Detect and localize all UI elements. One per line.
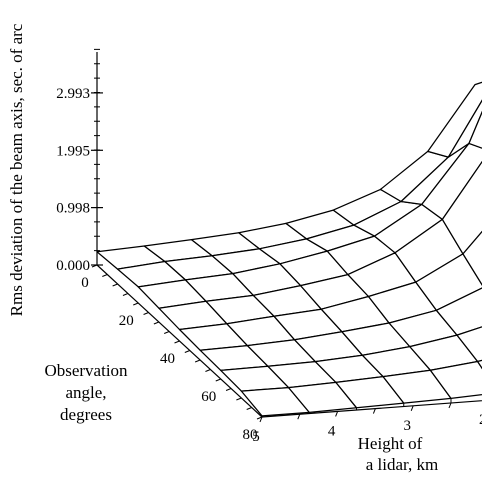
height-axis-tick [410, 405, 414, 411]
surface-cell [456, 326, 482, 363]
surface-cell [476, 359, 482, 370]
height-axis-tick [259, 416, 263, 423]
angle-axis-tick [256, 416, 263, 420]
angle-axis-title-line-1: Observation [44, 361, 128, 380]
angle-axis-tick [112, 283, 118, 287]
angle-axis-tick [184, 350, 190, 353]
height-tick-label: 5 [252, 429, 260, 445]
angle-axis-tick [236, 397, 242, 401]
angle-tick-label: 80 [243, 427, 258, 443]
angle-axis-tick [122, 293, 129, 296]
angle-axis-tick [225, 388, 232, 391]
angle-axis-tick [143, 312, 149, 315]
surface-cell [429, 360, 482, 400]
surface-cell [462, 230, 482, 286]
angle-tick-label: 40 [160, 351, 175, 367]
angle-axis-tick [205, 369, 211, 372]
angle-axis-tick [246, 407, 252, 410]
angle-axis-title-line-3: degrees [60, 405, 112, 424]
angle-axis-tick [164, 331, 170, 334]
z-tick-label: 1.995 [56, 143, 90, 159]
surface-cell [415, 253, 482, 311]
angle-axis-tick [91, 264, 98, 268]
angle-axis-tick [194, 359, 201, 363]
surface-base-edge [261, 236, 482, 418]
surface-cell [447, 99, 482, 158]
angle-tick-label: 20 [119, 313, 134, 329]
height-tick-label: 2 [479, 412, 482, 428]
surface-cell [427, 81, 482, 158]
angle-tick-label: 0 [81, 275, 89, 291]
angle-axis-tick [133, 302, 139, 306]
surface-mesh [96, 81, 482, 418]
angle-tick-label: 60 [201, 389, 216, 405]
height-axis-tick [297, 414, 301, 420]
angle-axis-tick [153, 321, 160, 325]
angle-axis-tick [174, 340, 180, 344]
angle-axis-tick [102, 274, 108, 277]
height-tick-label: 3 [403, 418, 411, 434]
surface-cell [421, 142, 482, 221]
z-tick-label: 0.998 [56, 201, 90, 217]
height-axis-tick [335, 411, 339, 417]
z-tick-label: 2.993 [56, 86, 90, 102]
surface-cell [441, 160, 482, 255]
height-axis-title-line-2: a lidar, km [366, 455, 439, 474]
z-axis-title: Rms deviation of the beam axis, sec. of … [7, 23, 26, 316]
surface-cell [435, 287, 482, 336]
z-tick-label: 0.000 [56, 258, 90, 274]
height-axis-tick [448, 402, 452, 409]
height-axis-title-line-1: Height of [358, 434, 423, 453]
height-axis-tick [372, 408, 376, 414]
height-tick-label: 4 [328, 423, 336, 439]
angle-axis-title-line-2: angle, [65, 383, 106, 402]
surface-cell [468, 110, 482, 149]
angle-axis-tick [215, 378, 221, 382]
